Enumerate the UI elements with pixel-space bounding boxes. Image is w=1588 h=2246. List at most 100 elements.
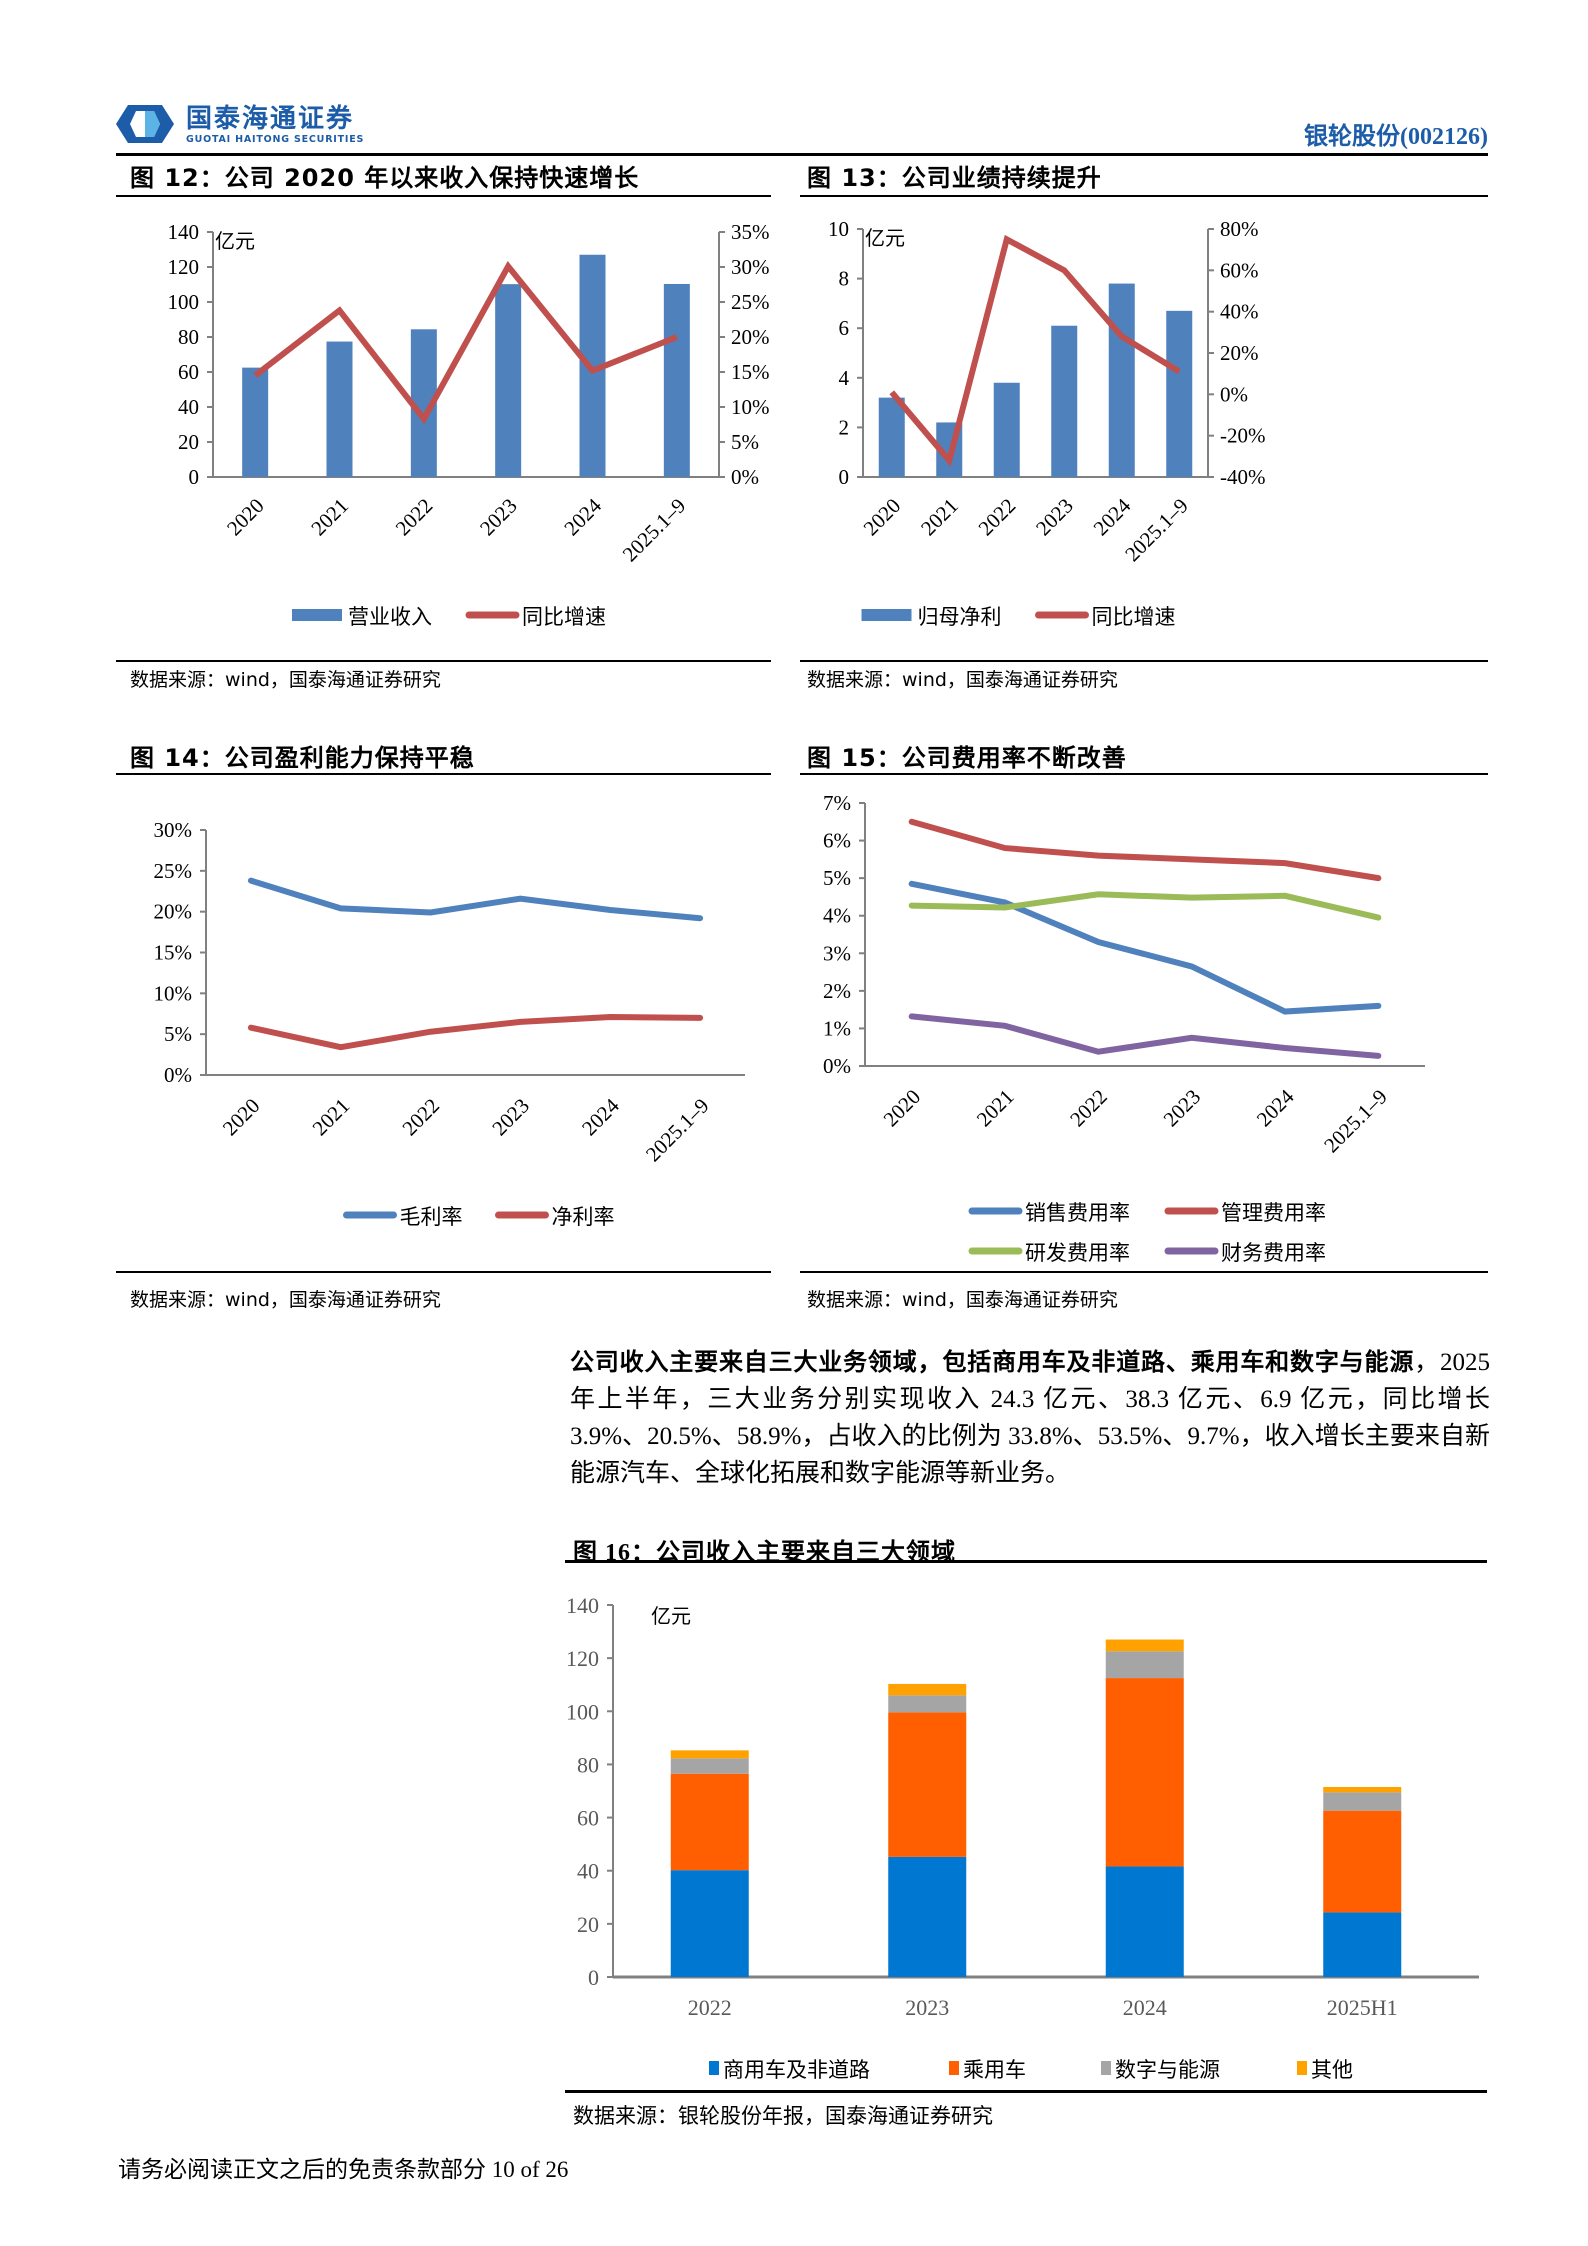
x-tick-label: 2024 [559,493,606,540]
figure-12-source: 数据来源：wind，国泰海通证券研究 [130,669,441,691]
stacked-bar-segment [1323,1792,1402,1811]
figure-12-title-rule [116,195,771,197]
stacked-bar-segment [1105,1866,1184,1977]
y-tick-label: 8 [839,267,850,291]
y-tick-label: 0 [189,465,200,489]
x-tick-label: 2024 [577,1093,624,1140]
legend-label: 营业收入 [348,605,432,629]
bar [242,367,269,477]
y-tick-label: 0% [823,1054,851,1078]
stacked-bar-segment [1323,1787,1402,1793]
y2-tick-label: 20% [731,325,770,349]
y-tick-label: 7% [823,791,851,815]
y2-tick-label: 35% [731,220,770,244]
stacked-bar-segment [888,1695,967,1713]
y2-tick-label: 30% [731,255,770,279]
x-tick-label: 2021 [972,1085,1019,1132]
x-tick-label: 2020 [879,1085,926,1132]
figure-12-chart: 0 20 40 60 80 100 120 140 0% 5% 10% 15% 20% 25% 30% 35%… [168,220,770,629]
y2-tick-label: 80% [1220,217,1259,241]
y2-tick-label: 10% [731,395,770,419]
paragraph-body: ，2025 年上半年，三大业务分别实现收入 24.3 亿元、38.3 亿元、6.… [570,1349,1490,1487]
body-paragraph: 公司收入主要来自三大业务领域，包括商用车及非道路、乘用车和数字与能源，2025 … [570,1344,1490,1492]
y-tick-label: 40 [577,1859,599,1884]
guotai-haitong-logo-icon [116,105,174,143]
line-series [908,818,1382,882]
bar [495,284,522,477]
y-tick-label: 140 [566,1593,599,1618]
figure-15-title-rule [800,773,1488,775]
figure-12-title: 图 12：公司 2020 年以来收入保持快速增长 [130,164,640,192]
x-tick-label: 2024 [1252,1084,1299,1131]
bar [878,397,905,477]
y-tick-label: 2 [839,415,850,439]
stacked-bar-segment [888,1712,967,1857]
legend-label: 乘用车 [963,2058,1026,2082]
x-tick-label: 2023 [475,494,522,541]
figure-15-source: 数据来源：wind，国泰海通证券研究 [807,1289,1118,1311]
x-tick-label: 2023 [905,1995,949,2020]
figure-16-title-rule [565,1560,1487,1563]
legend-label: 研发费用率 [1025,1241,1130,1265]
line-series [908,880,1382,1015]
y-tick-label: 2% [823,979,851,1003]
y2-tick-label: -40% [1220,465,1266,489]
stacked-bar-segment [670,1750,749,1759]
x-tick-label: 2020 [222,494,269,541]
stock-name: 银轮股份(002126) [1304,124,1488,150]
y-tick-label: 20 [577,1912,599,1937]
legend-label: 销售费用率 [1025,1201,1130,1225]
paragraph-lead: 公司收入主要来自三大业务领域，包括商用车及非道路、乘用车和数字与能源 [570,1348,1415,1376]
y-tick-label: 25% [154,859,193,883]
line-series [908,1013,1382,1059]
legend-swatch [949,2061,959,2075]
y-tick-label: 120 [566,1646,599,1671]
x-tick-label: 2022 [391,494,438,541]
legend-swatch [1297,2061,1307,2075]
legend-label: 其他 [1311,2058,1353,2082]
x-tick-label: 2025H1 [1327,1995,1398,2020]
y2-tick-label: 60% [1220,258,1259,282]
bar [1108,283,1135,477]
x-tick-label: 2022 [1065,1085,1112,1132]
stacked-bar-segment [1105,1639,1184,1652]
figure-15-title: 图 15：公司费用率不断改善 [807,744,1127,772]
y-tick-label: 6% [823,829,851,853]
x-tick-label: 2023 [1031,494,1078,541]
bar [663,283,690,477]
line-series [247,877,704,922]
figure-14-chart: 0% 5% 10% 15% 20% 25% 30% 2020 2021 2022 2023 2024 2… [154,818,745,1229]
stacked-bar-segment [1105,1678,1184,1867]
y2-tick-label: 15% [731,360,770,384]
legend-label: 财务费用率 [1221,1241,1326,1265]
legend-label: 管理费用率 [1221,1201,1326,1225]
y-tick-label: 100 [566,1699,599,1724]
legend-label: 商用车及非道路 [723,2058,870,2082]
x-tick-label: 2022 [974,494,1021,541]
figure-12-source-rule [116,660,771,662]
figure-13-title-rule [800,195,1488,197]
legend-swatch [861,609,912,621]
y-tick-label: 20 [178,430,199,454]
stacked-bar-segment [888,1683,967,1696]
figure-16-chart: 0 20 40 60 80 100 120 140 亿元 2022 2023 2024 2025H1 商用… [566,1593,1479,2082]
y-tick-label: 0% [164,1063,192,1087]
stacked-bar-segment [1323,1810,1402,1913]
unit-label: 亿元 [215,230,255,253]
x-tick-label: 2025.1–9 [1319,1085,1392,1158]
y-tick-label: 15% [154,941,193,965]
figure-14-source-rule [116,1271,771,1273]
y-tick-label: 140 [168,220,200,244]
unit-label: 亿元 [865,227,905,250]
x-tick-label: 2024 [1089,493,1136,540]
y-tick-label: 120 [168,255,200,279]
bar [1051,325,1078,477]
y-tick-label: 20% [154,900,193,924]
figure-16-source-rule [565,2090,1487,2093]
stacked-bar-segment [670,1870,749,1977]
y-tick-label: 10 [828,217,849,241]
logo-chinese-name: 国泰海通证券 [186,103,355,134]
line-series [253,260,678,425]
y2-tick-label: 20% [1220,341,1259,365]
x-tick-label: 2024 [1123,1995,1167,2020]
